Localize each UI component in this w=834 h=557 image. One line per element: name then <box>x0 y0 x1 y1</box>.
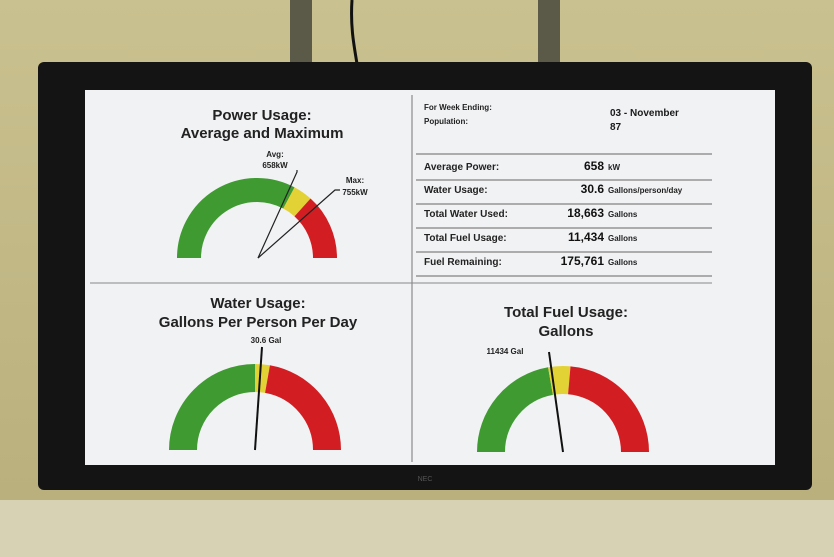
row-unit: kW <box>608 163 620 172</box>
mount <box>290 0 312 70</box>
row-label: Average Power: <box>424 162 499 173</box>
photo: NEC Power Usage: Average and Maximum Avg… <box>0 0 834 557</box>
gauge-title: Water Usage: <box>210 295 305 312</box>
row-unit: Gallons <box>608 258 638 267</box>
floor-area <box>0 500 834 557</box>
max-value: 755kW <box>342 188 368 197</box>
row-value: 11,434 <box>568 230 604 244</box>
max-label: Max: <box>346 176 364 185</box>
row-label: Fuel Remaining: <box>424 257 502 268</box>
gauge-reading: 30.6 Gal <box>251 336 282 345</box>
row-value: 18,663 <box>567 206 604 220</box>
row-label: Total Fuel Usage: <box>424 233 507 244</box>
brand-logo: NEC <box>418 476 433 483</box>
row-unit: Gallons/person/day <box>608 186 683 195</box>
row-label: Water Usage: <box>424 185 488 196</box>
mount <box>538 0 560 70</box>
row-value: 30.6 <box>581 182 605 196</box>
gauge-reading: 11434 Gal <box>487 347 524 356</box>
gauge-title: Gallons Per Person Per Day <box>159 314 358 331</box>
gauge-title: Total Fuel Usage: <box>504 304 628 321</box>
gauge-segment <box>255 378 268 379</box>
gauge-title: Average and Maximum <box>181 125 344 142</box>
row-unit: Gallons <box>608 234 638 243</box>
row-value: 658 <box>584 159 604 173</box>
week-value: 03 - November <box>610 108 679 119</box>
avg-value: 658kW <box>262 161 288 170</box>
avg-label: Avg: <box>266 150 283 159</box>
week-label: For Week Ending: <box>424 103 492 112</box>
population-label: Population: <box>424 117 468 126</box>
gauge-title: Gallons <box>538 323 593 340</box>
row-label: Total Water Used: <box>424 209 508 220</box>
population-value: 87 <box>610 122 622 133</box>
gauge-title: Power Usage: <box>212 107 311 124</box>
row-value: 175,761 <box>561 254 605 268</box>
gauge-segment <box>289 198 303 208</box>
row-unit: Gallons <box>608 210 638 219</box>
